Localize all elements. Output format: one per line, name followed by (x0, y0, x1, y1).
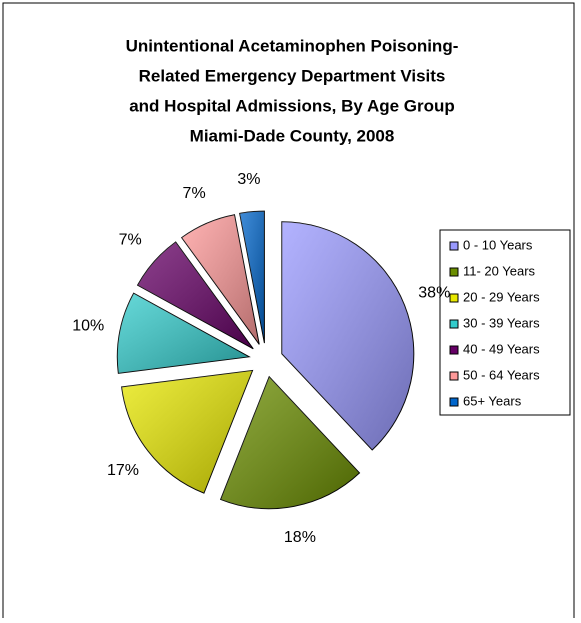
slice-shade (239, 211, 265, 344)
legend-box (439, 229, 571, 416)
data-label: 10% (72, 317, 104, 334)
legend-swatch (449, 293, 459, 303)
legend-swatch (449, 241, 459, 251)
legend-label: 50 - 64 Years (463, 367, 540, 382)
slice-shade (281, 221, 414, 450)
legend-label: 20 - 29 Years (463, 289, 540, 304)
data-label: 7% (119, 232, 142, 249)
legend-label: 65+ Years (463, 393, 522, 408)
slice-shade (121, 370, 253, 494)
legend-label: 30 - 39 Years (463, 315, 540, 330)
slice-shade (117, 293, 250, 374)
data-label: 7% (183, 185, 206, 202)
chart-title: and Hospital Admissions, By Age Group (129, 96, 455, 115)
slice-shade (137, 241, 254, 349)
chart-title: Related Emergency Department Visits (139, 66, 446, 85)
legend-label: 0 - 10 Years (463, 237, 533, 252)
slice-shade (181, 214, 260, 345)
legend-swatch (449, 371, 459, 381)
legend-swatch (449, 267, 459, 277)
chart-title: Unintentional Acetaminophen Poisoning- (126, 36, 459, 55)
legend-swatch (449, 345, 459, 355)
legend-label: 40 - 49 Years (463, 341, 540, 356)
data-label: 18% (284, 529, 316, 546)
slice-shade (220, 376, 360, 509)
data-label: 17% (107, 462, 139, 479)
legend-swatch (449, 319, 459, 329)
legend-label: 11- 20 Years (463, 263, 536, 278)
data-label: 3% (237, 171, 260, 188)
chart-title: Miami-Dade County, 2008 (190, 126, 395, 145)
legend-swatch (449, 397, 459, 407)
data-label: 38% (418, 285, 450, 302)
